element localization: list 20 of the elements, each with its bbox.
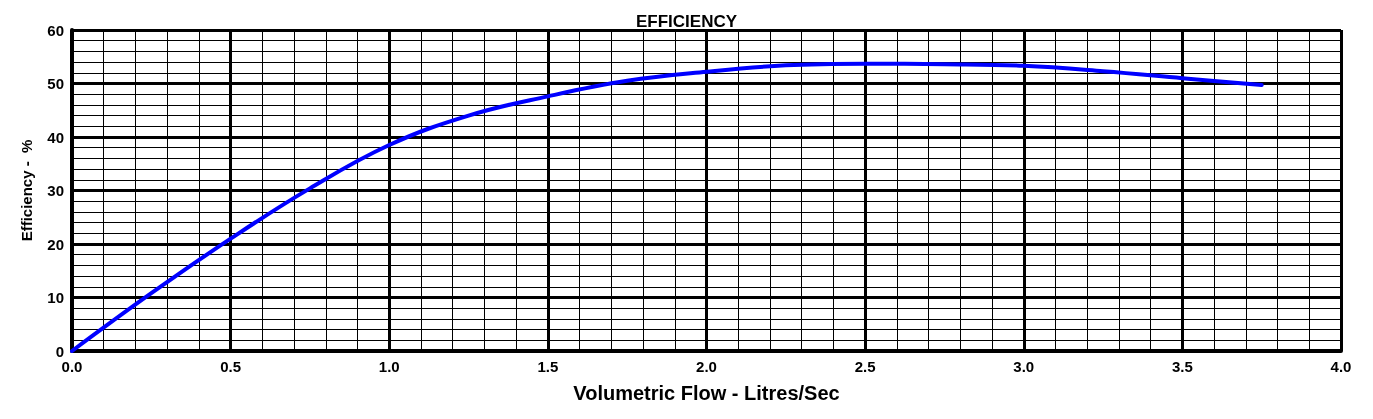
line-series <box>70 61 1264 353</box>
y-tick-label: 10 <box>47 289 64 306</box>
x-tick-label: 2.5 <box>854 358 876 375</box>
y-tick-label: 50 <box>47 75 64 92</box>
x-tick-label: 3.0 <box>1013 358 1035 375</box>
x-tick-label: 1.5 <box>537 358 559 375</box>
y-tick-label: 0 <box>55 342 64 360</box>
x-tick-label: 2.0 <box>696 358 717 375</box>
x-tick-label: 1.0 <box>378 358 400 375</box>
x-tick-label: 4.0 <box>1330 358 1352 375</box>
y-tick-label: 60 <box>47 21 64 39</box>
x-tick-label: 3.5 <box>1171 358 1193 375</box>
chart-title: EFFICIENCY <box>635 12 738 31</box>
y-axis-title: Efficiency - % <box>18 139 35 242</box>
y-tick-label: 40 <box>47 128 64 146</box>
x-tick-label: 0.5 <box>220 358 242 375</box>
y-tick-label: 20 <box>47 235 64 253</box>
x-tick-label: 0.0 <box>61 358 83 375</box>
y-tick-label: 30 <box>47 182 64 199</box>
x-axis-title: Volumetric Flow - Litres/Sec <box>573 382 840 404</box>
